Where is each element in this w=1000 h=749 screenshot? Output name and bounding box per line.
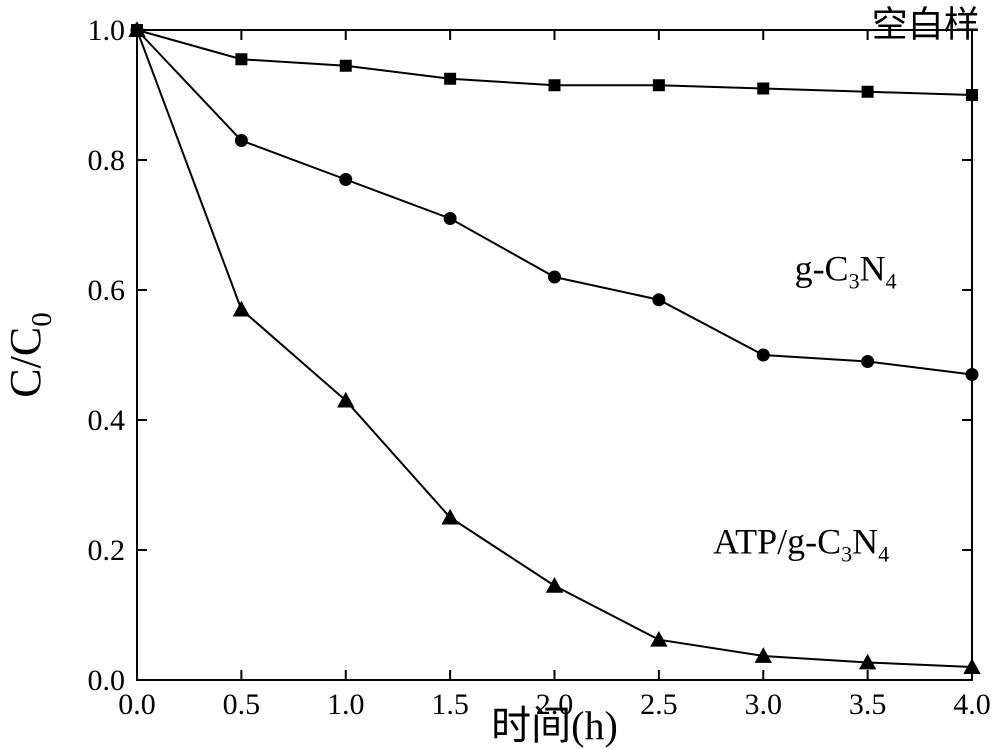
svg-text:C/C0: C/C0 bbox=[1, 312, 58, 397]
x-axis-label: 时间(h) bbox=[491, 703, 618, 748]
series-label-gcn: g-C3N4 bbox=[795, 248, 897, 293]
marker-square bbox=[340, 60, 352, 72]
y-tick-label: 0.0 bbox=[88, 664, 126, 697]
x-tick-label: 3.0 bbox=[745, 688, 783, 721]
marker-circle bbox=[861, 355, 874, 368]
marker-square bbox=[444, 73, 456, 85]
marker-triangle bbox=[546, 577, 563, 593]
series-label-blank: 空白样 bbox=[872, 5, 980, 45]
line-chart: 0.00.51.01.52.02.53.03.54.00.00.20.40.60… bbox=[0, 0, 1000, 749]
chart-container: 0.00.51.01.52.02.53.03.54.00.00.20.40.60… bbox=[0, 0, 1000, 749]
marker-circle bbox=[966, 368, 979, 381]
x-tick-label: 1.5 bbox=[431, 688, 469, 721]
marker-circle bbox=[339, 173, 352, 186]
marker-circle bbox=[235, 134, 248, 147]
x-tick-label: 0.5 bbox=[223, 688, 261, 721]
y-tick-label: 0.6 bbox=[88, 274, 126, 307]
marker-square bbox=[862, 86, 874, 98]
marker-circle bbox=[548, 271, 561, 284]
y-tick-label: 0.4 bbox=[88, 404, 126, 437]
marker-circle bbox=[652, 293, 665, 306]
marker-square bbox=[757, 83, 769, 95]
marker-triangle bbox=[650, 631, 667, 647]
marker-circle bbox=[444, 212, 457, 225]
marker-square bbox=[235, 53, 247, 65]
y-axis-label: C/C0 bbox=[1, 312, 58, 397]
x-tick-label: 3.5 bbox=[849, 688, 887, 721]
y-tick-label: 0.2 bbox=[88, 534, 126, 567]
y-tick-label: 0.8 bbox=[88, 144, 126, 177]
marker-circle bbox=[757, 349, 770, 362]
marker-square bbox=[653, 79, 665, 91]
series-label-atp-gcn: ATP/g-C3N4 bbox=[713, 521, 889, 566]
marker-square bbox=[549, 79, 561, 91]
series-line-atp-gcn bbox=[137, 30, 972, 667]
x-tick-label: 4.0 bbox=[953, 688, 991, 721]
marker-square bbox=[966, 89, 978, 101]
x-tick-label: 2.5 bbox=[640, 688, 678, 721]
marker-triangle bbox=[233, 301, 250, 317]
x-tick-label: 1.0 bbox=[327, 688, 365, 721]
y-tick-label: 1.0 bbox=[88, 14, 126, 47]
